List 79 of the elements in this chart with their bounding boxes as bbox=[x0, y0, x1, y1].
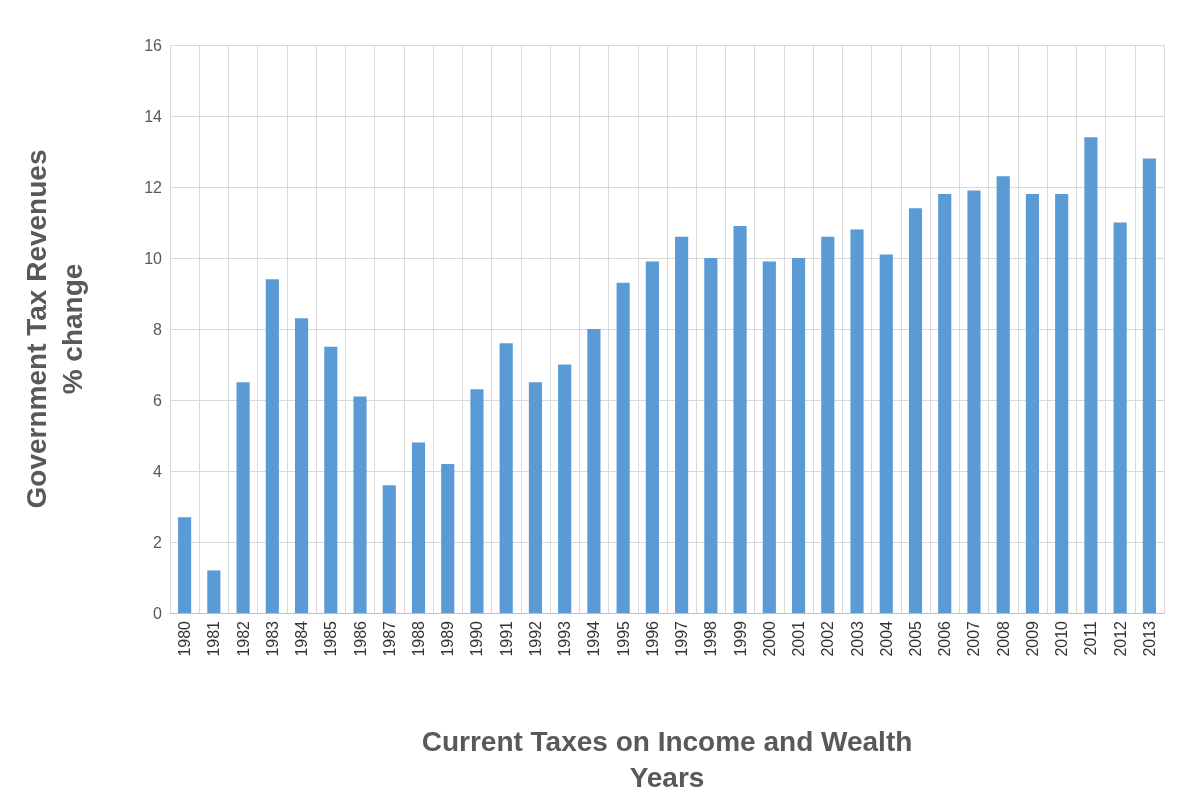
x-tick-label: 1992 bbox=[526, 620, 544, 657]
y-tick-label: 12 bbox=[144, 178, 163, 196]
bar bbox=[645, 261, 659, 613]
x-tick-label: 1981 bbox=[205, 620, 223, 657]
bar bbox=[704, 258, 718, 613]
bar bbox=[879, 254, 893, 613]
y-tick-label: 8 bbox=[153, 320, 163, 338]
x-tick-label: 2010 bbox=[1053, 620, 1071, 657]
x-tick-label: 2007 bbox=[965, 620, 983, 657]
bar bbox=[558, 364, 572, 613]
y-tick-label: 10 bbox=[144, 249, 163, 267]
bar bbox=[1025, 194, 1040, 613]
x-tick-label: 1995 bbox=[614, 620, 632, 657]
x-tick-label: 2008 bbox=[994, 620, 1012, 657]
bar bbox=[996, 176, 1010, 613]
x-tick-label: 2001 bbox=[790, 620, 808, 657]
bar bbox=[1113, 222, 1127, 613]
x-tick-label: 2003 bbox=[848, 620, 866, 657]
x-tick-label: 2005 bbox=[907, 620, 924, 657]
y-tick-label: 2 bbox=[153, 533, 163, 551]
y-tick-label: 4 bbox=[153, 462, 163, 480]
x-tick-label: 1990 bbox=[468, 620, 486, 657]
x-tick-label: 1996 bbox=[643, 620, 661, 657]
x-tick-label: 1985 bbox=[322, 620, 340, 657]
bar bbox=[411, 442, 426, 613]
x-tick-label: 1999 bbox=[731, 620, 749, 657]
bar bbox=[1084, 137, 1098, 613]
bar bbox=[178, 517, 192, 613]
bar bbox=[294, 318, 309, 613]
bar bbox=[821, 236, 835, 613]
x-tick-label: 2009 bbox=[1023, 620, 1041, 657]
y-tick-label: 14 bbox=[144, 107, 163, 125]
y-tick-label: 16 bbox=[144, 36, 163, 54]
x-tick-label: 1991 bbox=[497, 620, 515, 657]
x-tick-label: 1993 bbox=[556, 620, 574, 657]
x-tick-label: 2002 bbox=[819, 620, 837, 657]
y-tick-label: 0 bbox=[153, 604, 163, 622]
x-tick-label: 2004 bbox=[877, 620, 895, 657]
x-tick-label: 1997 bbox=[673, 620, 691, 657]
x-tick-label: 2012 bbox=[1111, 620, 1129, 657]
bar bbox=[207, 570, 221, 613]
x-tick-label: 1982 bbox=[234, 620, 252, 657]
bar bbox=[1055, 194, 1069, 613]
x-tick-label: 1989 bbox=[439, 620, 457, 657]
bar bbox=[908, 208, 923, 613]
y-tick-label: 6 bbox=[153, 391, 163, 409]
bar bbox=[762, 261, 776, 613]
x-tick-label: 1984 bbox=[293, 620, 311, 657]
y-axis-title: Government Tax Revenues % change bbox=[20, 149, 88, 509]
bar bbox=[938, 194, 952, 613]
bar bbox=[324, 346, 338, 613]
bar bbox=[528, 382, 543, 613]
x-tick-label: 2006 bbox=[936, 620, 954, 657]
x-tick-label: 2011 bbox=[1082, 620, 1100, 656]
x-axis-title: Current Taxes on Income and Wealth Years bbox=[421, 725, 913, 793]
bar bbox=[616, 282, 630, 613]
bar bbox=[675, 236, 689, 613]
bar bbox=[470, 389, 484, 613]
bar bbox=[1142, 158, 1156, 613]
x-tick-label: 2013 bbox=[1140, 620, 1158, 657]
bar bbox=[499, 343, 513, 613]
bar bbox=[587, 329, 601, 613]
x-tick-label: 2000 bbox=[760, 620, 778, 657]
x-tick-label: 1994 bbox=[585, 620, 603, 657]
bar bbox=[791, 258, 806, 613]
x-tick-label: 1983 bbox=[263, 620, 281, 657]
x-tick-label: 1986 bbox=[351, 620, 369, 657]
bar bbox=[850, 229, 864, 613]
bar bbox=[967, 190, 981, 613]
bar bbox=[236, 382, 250, 613]
x-tick-label: 1987 bbox=[380, 620, 398, 657]
bar bbox=[353, 396, 367, 613]
bar bbox=[733, 226, 747, 613]
bar bbox=[441, 463, 455, 613]
bar bbox=[265, 279, 279, 613]
bar bbox=[382, 485, 396, 613]
x-tick-label: 1980 bbox=[176, 620, 194, 657]
x-tick-label: 1998 bbox=[702, 620, 720, 657]
x-tick-label: 1988 bbox=[410, 620, 427, 657]
